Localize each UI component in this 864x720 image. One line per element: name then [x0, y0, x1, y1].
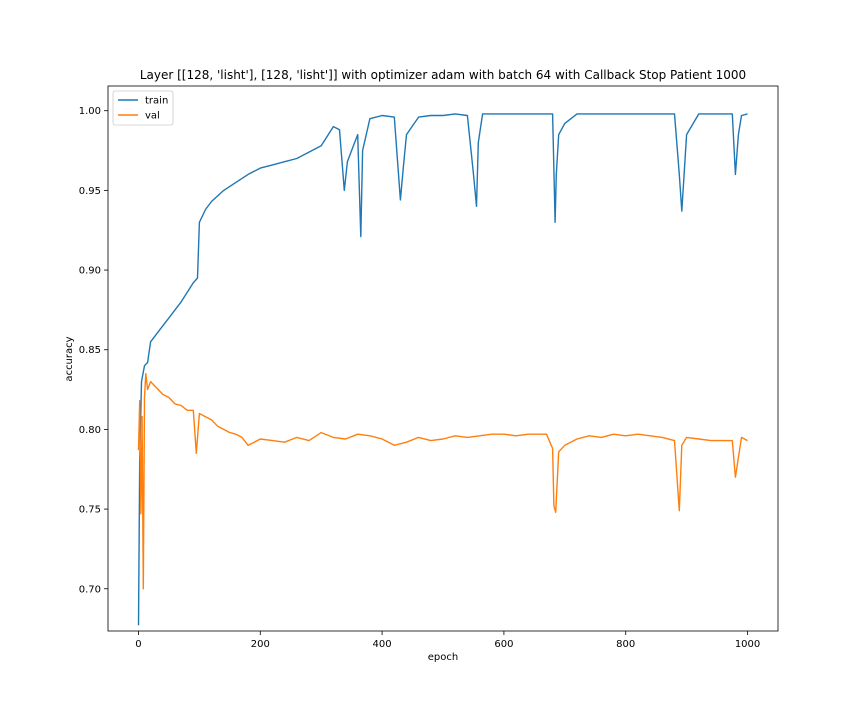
y-tick-label: 0.75 — [79, 505, 101, 516]
axes-frame — [107, 85, 779, 632]
y-tick-label: 0.85 — [79, 345, 101, 356]
y-tick-label: 0.80 — [79, 425, 101, 436]
x-tick-label: 600 — [494, 639, 513, 650]
legend-label-train: train — [145, 96, 168, 107]
x-axis-label: epoch — [428, 652, 458, 663]
y-tick-label: 0.90 — [79, 266, 101, 277]
legend-label-val: val — [145, 111, 160, 122]
y-axis-label: accuracy — [64, 336, 75, 381]
series-line-train — [137, 113, 748, 626]
y-tick-label: 1.00 — [79, 106, 101, 117]
series-line-val — [137, 372, 748, 590]
x-tick-label: 200 — [251, 639, 270, 650]
legend: train val — [112, 90, 174, 126]
x-tick-label: 400 — [373, 639, 392, 650]
y-tick-label: 0.70 — [79, 584, 101, 595]
x-tick-label: 1000 — [735, 639, 760, 650]
chart-title: Layer [[128, 'lisht'], [128, 'lisht']] w… — [140, 68, 746, 82]
x-tick-label: 800 — [616, 639, 635, 650]
y-axis: 0.70 0.75 0.80 0.85 0.90 0.95 1.00 — [79, 106, 108, 595]
x-tick-label: 0 — [135, 639, 141, 650]
plot-area — [137, 113, 748, 626]
y-tick-label: 0.95 — [79, 186, 101, 197]
x-axis: 0 200 400 600 800 1000 — [135, 631, 760, 650]
